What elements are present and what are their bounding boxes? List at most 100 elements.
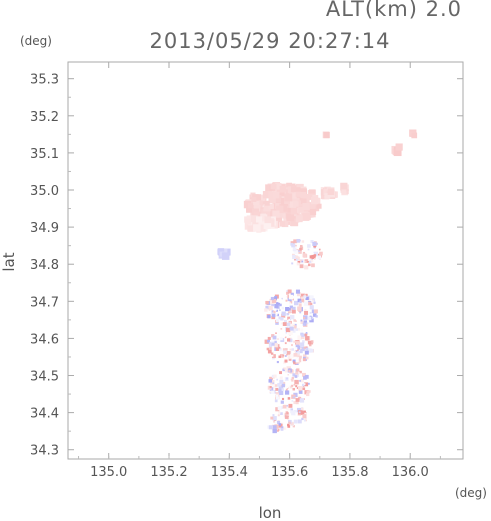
data-point <box>309 193 316 200</box>
data-point <box>245 218 251 225</box>
data-point <box>304 308 307 311</box>
data-point <box>303 315 308 320</box>
data-point <box>297 419 302 424</box>
data-point <box>275 309 278 312</box>
data-point <box>271 390 275 395</box>
data-point <box>264 216 272 224</box>
data-point <box>309 311 312 314</box>
y-unit-label: (deg) <box>20 34 52 48</box>
data-point <box>265 305 269 310</box>
data-point <box>306 390 310 394</box>
data-point <box>305 336 310 341</box>
data-point <box>310 209 317 216</box>
data-point <box>302 333 307 338</box>
data-point <box>315 315 318 318</box>
data-point <box>298 250 301 253</box>
data-point <box>297 351 300 355</box>
data-point <box>282 354 285 357</box>
data-point <box>272 414 275 417</box>
data-point <box>247 225 254 232</box>
data-point <box>298 411 301 414</box>
data-point <box>286 377 289 380</box>
data-point <box>293 400 297 405</box>
data-point <box>301 296 304 300</box>
data-point <box>286 404 289 407</box>
x-tick-label: 135.4 <box>211 465 248 480</box>
data-point <box>288 403 293 408</box>
data-point <box>295 320 297 322</box>
data-point <box>292 359 296 363</box>
data-point <box>287 373 289 376</box>
data-point <box>305 412 307 414</box>
data-point <box>293 249 298 254</box>
data-point <box>290 408 294 411</box>
data-point <box>296 348 299 351</box>
data-point <box>281 311 286 316</box>
data-point <box>306 322 309 325</box>
data-point <box>251 196 257 202</box>
data-point <box>286 406 291 411</box>
y-tick-label: 34.3 <box>30 444 59 459</box>
data-point <box>272 191 280 199</box>
data-point <box>269 386 272 389</box>
data-point <box>293 319 296 322</box>
data-point <box>304 261 307 263</box>
data-point <box>281 333 286 338</box>
data-point <box>279 221 285 227</box>
data-point <box>295 401 299 405</box>
data-point <box>299 379 302 382</box>
data-point <box>257 218 266 227</box>
data-point <box>292 325 297 330</box>
data-point <box>294 357 299 362</box>
data-point <box>303 301 309 306</box>
x-tick-label: 136.0 <box>392 465 429 480</box>
data-point <box>304 390 309 395</box>
data-point <box>305 347 309 351</box>
data-point <box>264 339 269 344</box>
data-point <box>290 292 294 296</box>
data-point <box>271 342 275 346</box>
data-point <box>257 210 264 216</box>
data-point <box>285 307 290 312</box>
data-point <box>290 242 294 246</box>
data-point <box>275 394 279 398</box>
data-point <box>295 289 301 294</box>
data-point <box>265 184 273 192</box>
data-point <box>313 258 316 260</box>
data-point <box>296 368 300 372</box>
data-point <box>285 331 288 334</box>
data-point <box>274 399 278 403</box>
data-point <box>316 203 322 209</box>
data-point <box>313 251 318 257</box>
data-point <box>319 251 323 256</box>
data-point <box>277 429 280 431</box>
data-point <box>263 221 272 229</box>
data-point <box>303 320 308 324</box>
data-point <box>286 338 291 342</box>
data-point <box>271 310 274 313</box>
data-point <box>303 410 306 413</box>
data-point <box>307 340 312 345</box>
data-point <box>291 384 294 387</box>
data-point <box>279 348 282 351</box>
data-point <box>295 328 299 331</box>
data-point <box>277 383 281 387</box>
data-point <box>302 322 306 326</box>
data-point <box>293 352 298 357</box>
data-point <box>250 215 258 223</box>
data-point <box>271 340 275 344</box>
data-point <box>277 191 285 199</box>
data-point <box>297 405 302 410</box>
data-point <box>296 292 302 297</box>
data-point <box>281 388 284 391</box>
data-point <box>297 298 302 303</box>
data-point <box>271 303 275 307</box>
data-point <box>272 382 275 385</box>
data-point <box>281 397 285 400</box>
data-point <box>284 355 287 357</box>
data-point <box>285 388 288 391</box>
data-point <box>271 374 275 378</box>
data-point <box>291 243 296 248</box>
data-point <box>276 205 284 214</box>
data-point <box>301 383 305 387</box>
